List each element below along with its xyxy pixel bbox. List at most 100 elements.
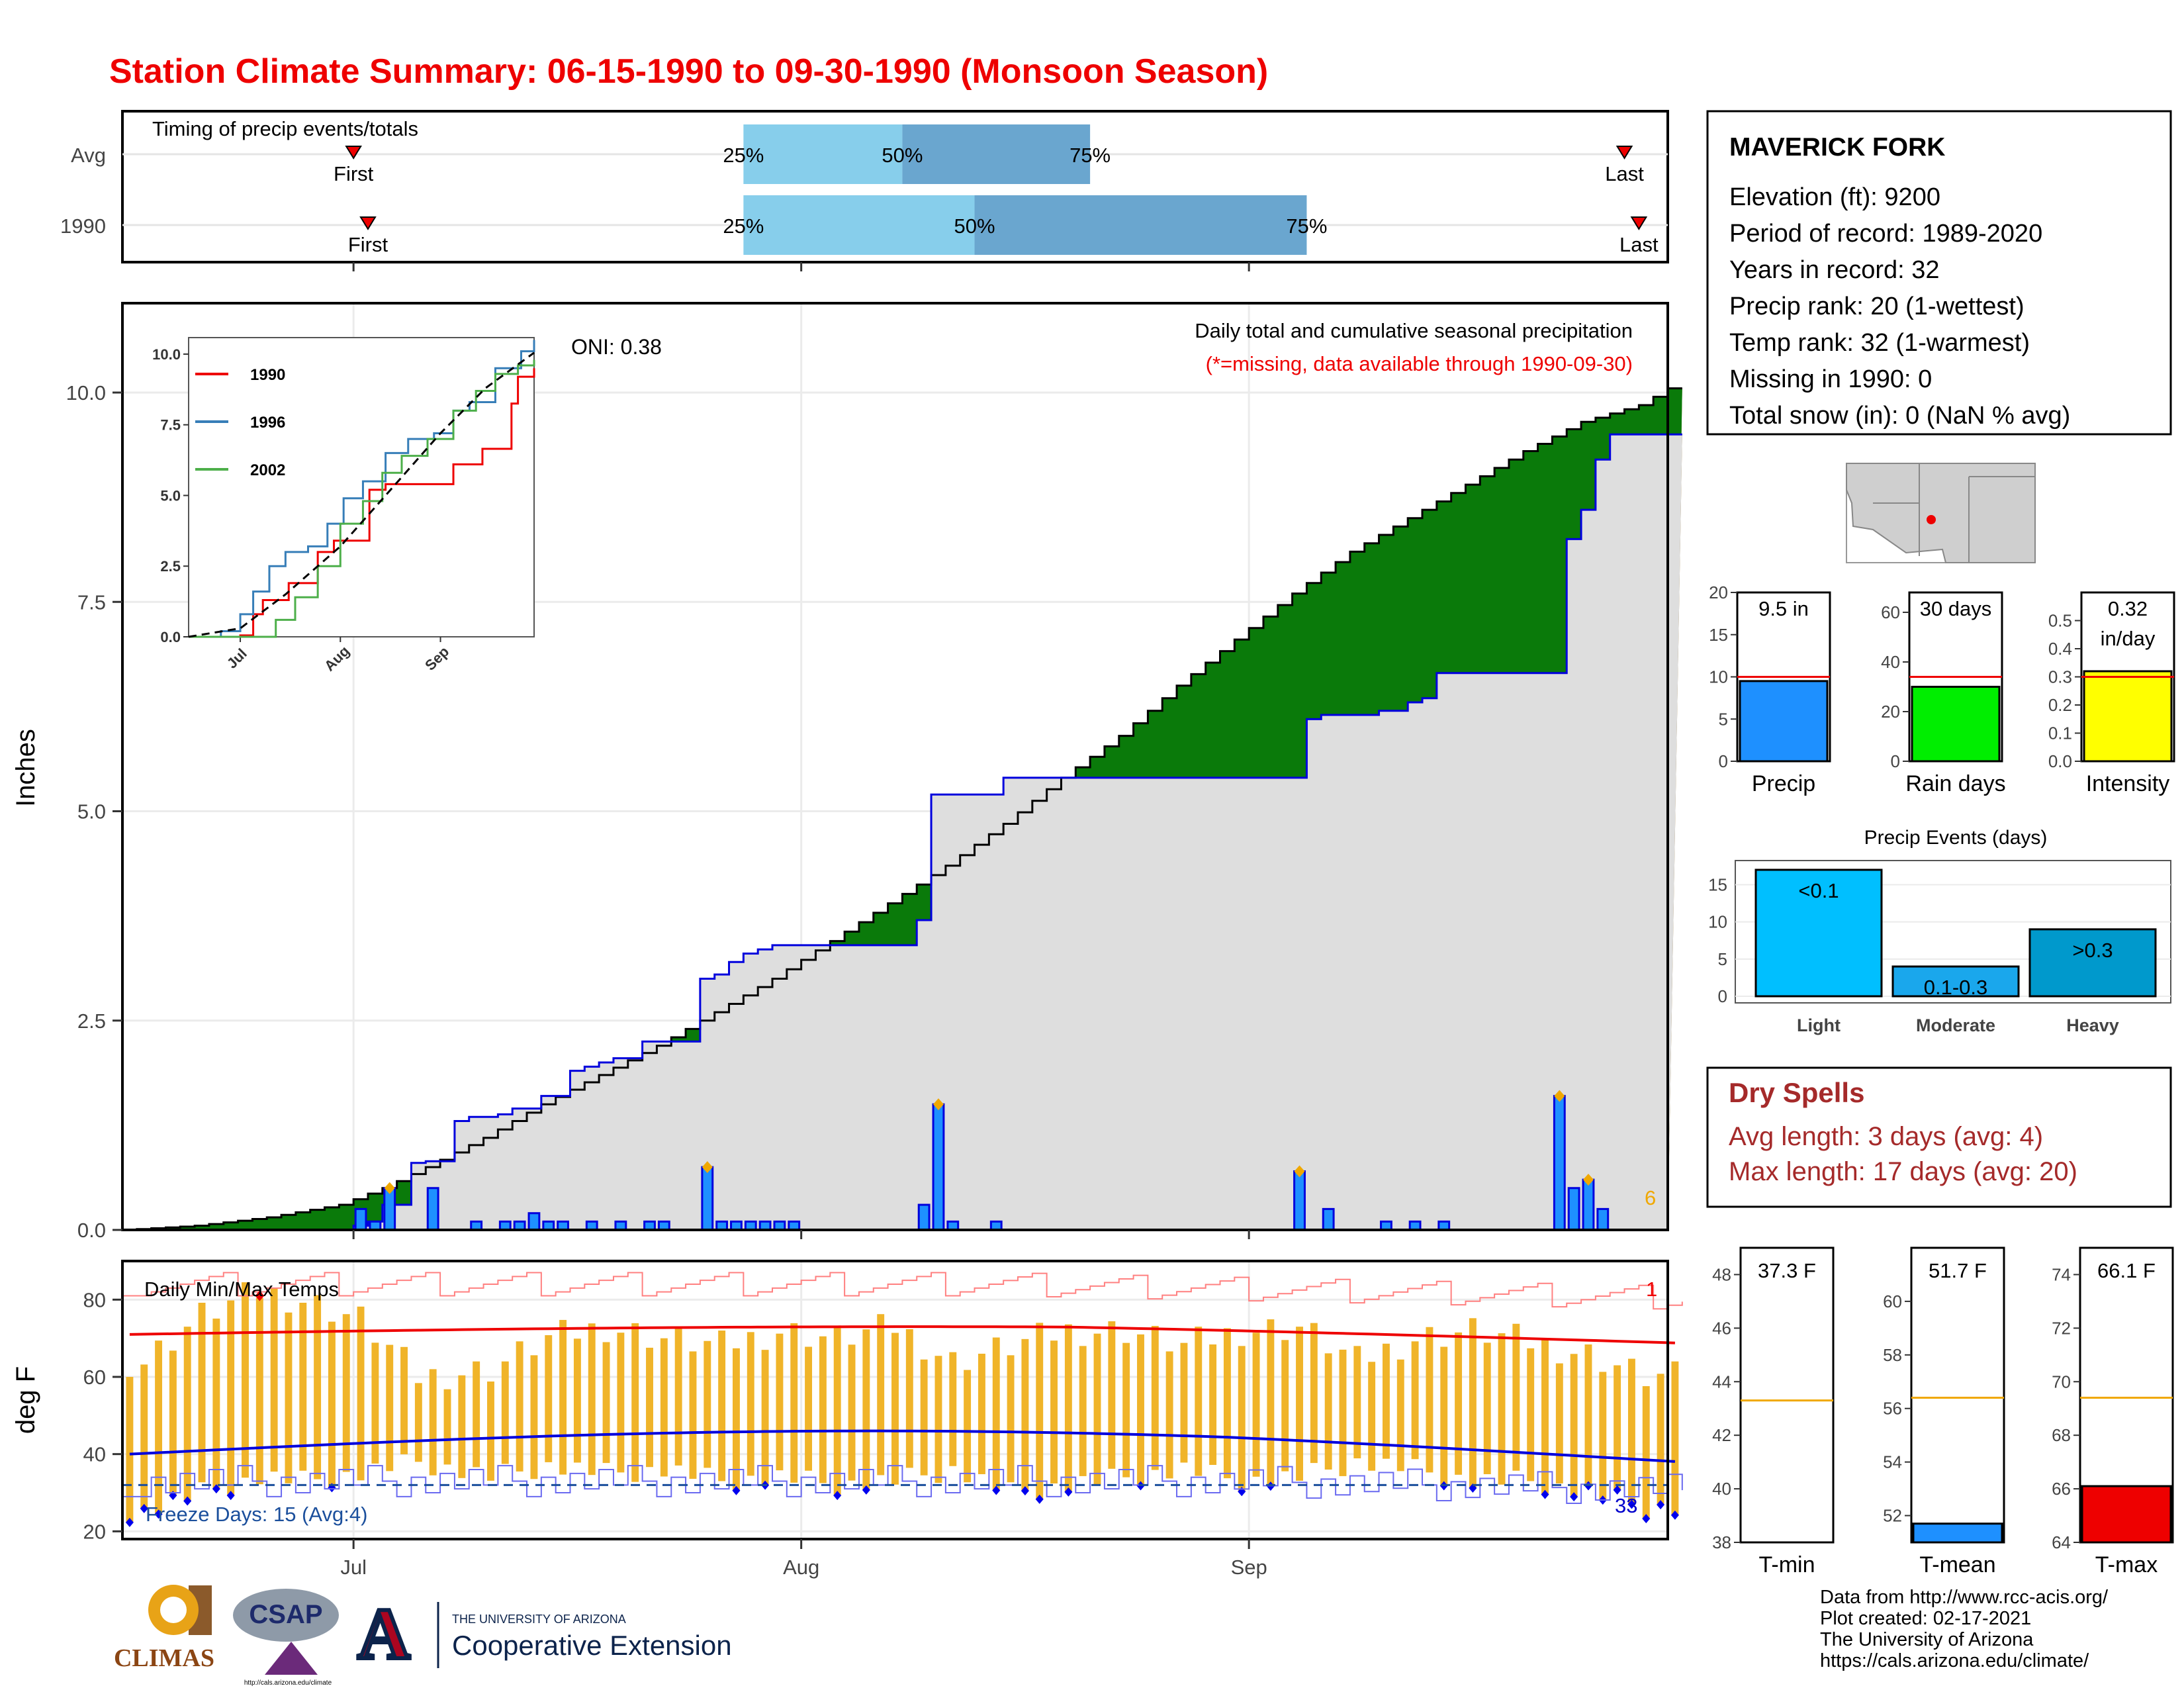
events-category-label: Light xyxy=(1797,1015,1841,1035)
timing-last-marker xyxy=(1630,216,1648,230)
temp-range-bar xyxy=(978,1354,985,1474)
timing-last-marker xyxy=(1615,146,1633,160)
events-bar xyxy=(1754,868,1883,998)
summary-bar-name: Intensity xyxy=(2086,771,2170,796)
summary-bar-ytick-label: 0.5 xyxy=(2048,611,2072,631)
temp-range-bar xyxy=(1021,1338,1029,1491)
summary-bar-ytick-label: 5 xyxy=(1719,709,1728,729)
record-high-marker xyxy=(255,1290,265,1301)
freeze-marker xyxy=(732,1485,741,1495)
precip-plot xyxy=(122,387,1682,1231)
temp-range-bar xyxy=(1195,1327,1203,1476)
timing-row: 1990 25% 50% 75% First Last xyxy=(60,195,1668,256)
summary-bar-value xyxy=(1911,686,2001,763)
csap-url: http://cals.arizona.edu/climate xyxy=(244,1679,332,1687)
temp-range-bar xyxy=(400,1346,408,1454)
temp-range-bar xyxy=(805,1346,813,1471)
temp-range-bar xyxy=(1440,1346,1448,1486)
csap-wordmark: CSAP xyxy=(249,1600,322,1629)
summary-bar-intensity: 0.0 0.1 0.2 0.3 0.4 0.5 0.32 in/day Intensity xyxy=(2048,591,2175,796)
temp-range-bar xyxy=(530,1355,538,1479)
temp-range-bar xyxy=(1209,1344,1217,1465)
temp-range-bar xyxy=(299,1303,307,1471)
timing-first-label: First xyxy=(334,162,374,185)
summary-bar-ytick-label: 20 xyxy=(1709,583,1728,602)
oni-label: ONI: 0.38 xyxy=(571,335,662,359)
inset-legend-label: 2002 xyxy=(250,461,285,479)
dry-spells-title: Dry Spells xyxy=(1729,1077,1864,1108)
events-category-label: Moderate xyxy=(1916,1015,1995,1035)
station-location-dot xyxy=(1927,515,1936,524)
temp-range-bar xyxy=(646,1347,653,1468)
summary-bar-ytick-label: 0.2 xyxy=(2048,695,2072,715)
temp-range-bar xyxy=(1093,1333,1101,1485)
temp-range-bar xyxy=(704,1340,711,1468)
temp-range-bar xyxy=(1064,1324,1072,1492)
temp-range-bar xyxy=(1368,1362,1376,1471)
temp-range-bar xyxy=(1036,1323,1044,1499)
temp-summary-label: 66.1 F xyxy=(2097,1259,2156,1282)
events-plot: 0 5 10 15 <0.1 Light 0.1-0.3 Moderate >0.3 Heavy xyxy=(1708,868,2171,1035)
temp-summary-name: T-max xyxy=(2095,1552,2158,1577)
inset-frame xyxy=(188,337,535,637)
daily-precip-bar xyxy=(426,1187,439,1231)
summary-bar-value xyxy=(2083,670,2173,763)
daily-precip-max-marker xyxy=(702,1161,713,1174)
temp-range-bar xyxy=(1555,1363,1563,1483)
inset-lines xyxy=(188,340,535,638)
temp-summary-bars: 38 40 42 44 46 48 37.3 F T-min 52 54 56 58 60 51.7 F T… xyxy=(1712,1246,2174,1577)
temp-range-bar xyxy=(126,1377,134,1523)
events-bar xyxy=(2028,928,2157,998)
temp-summary-ytick-label: 48 xyxy=(1712,1264,1731,1284)
daily-precip-bar xyxy=(354,1207,367,1231)
temp-range-bar xyxy=(1353,1346,1361,1459)
temp-range-bar xyxy=(934,1356,942,1483)
timing-label-50: 50% xyxy=(954,214,995,238)
temp-range-bar xyxy=(357,1306,365,1481)
freeze-marker xyxy=(833,1491,842,1501)
freeze-marker xyxy=(1642,1514,1651,1524)
temp-summary-ytick-label: 74 xyxy=(2052,1264,2071,1284)
station-info-line: Missing in 1990: 0 xyxy=(1729,365,1932,393)
precip-ytick-label: 0.0 xyxy=(77,1219,106,1242)
daily-precip-bar xyxy=(701,1166,714,1231)
temp-range-bar xyxy=(1599,1372,1607,1501)
precip-ytick-label: 5.0 xyxy=(77,800,106,823)
temp-range-bar xyxy=(1122,1342,1130,1477)
temp-range-bar xyxy=(747,1332,754,1476)
record-high-line xyxy=(122,1272,1683,1310)
daily-precip-max-marker xyxy=(1582,1174,1594,1186)
summary-bar-ytick-label: 10 xyxy=(1709,667,1728,687)
precip-ytick-label: 7.5 xyxy=(77,590,106,614)
climas-logo: CLIMAS xyxy=(114,1585,214,1672)
temp-range-bar xyxy=(1007,1355,1015,1483)
events-bar-label: <0.1 xyxy=(1798,879,1839,902)
temp-range-bar xyxy=(848,1344,856,1481)
summary-bar-ytick-label: 40 xyxy=(1881,652,1900,672)
dry-spells-frame xyxy=(1706,1066,2172,1208)
events-ytick-label: 0 xyxy=(1718,986,1727,1006)
record-low-line xyxy=(122,1465,1683,1504)
temp-range-bar xyxy=(183,1327,191,1501)
temp-range-bar xyxy=(342,1314,350,1472)
temp-range-bar xyxy=(689,1351,697,1479)
freeze-marker xyxy=(1541,1489,1549,1499)
temp-range-bar xyxy=(1296,1327,1303,1481)
temp-range-bar xyxy=(559,1319,567,1475)
summary-bars: 0 5 10 15 20 9.5 in Precip 0 20 40 60 30 days Rain d… xyxy=(1709,583,2175,796)
date-axis: Jul Aug Sep xyxy=(340,262,1267,1579)
freeze-marker xyxy=(1064,1487,1073,1497)
timing-first-marker xyxy=(345,146,362,160)
temp-range-bar xyxy=(819,1336,827,1483)
csap-logo: CSAP http://cals.arizona.edu/climate xyxy=(233,1589,339,1687)
footer-line: The University of Arizona xyxy=(1820,1629,2034,1650)
timing-row-label: 1990 xyxy=(60,214,106,238)
freeze-count-label: 33 xyxy=(1615,1494,1637,1517)
daily-precip-bar xyxy=(1582,1178,1595,1231)
temp-summary-label: 51.7 F xyxy=(1929,1259,1987,1282)
summary-bar-ytick-label: 0.0 xyxy=(2048,751,2072,771)
inset-line-avg xyxy=(188,352,535,638)
temp-range-bar xyxy=(1050,1340,1058,1483)
ua-letter: A xyxy=(357,1593,410,1674)
events-bar xyxy=(1891,965,2020,998)
